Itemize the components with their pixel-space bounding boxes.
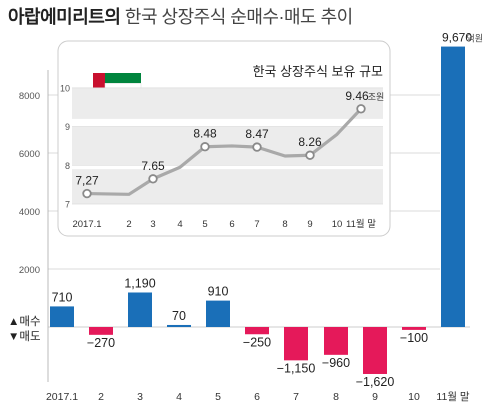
inset-x-tick-label: 4	[177, 219, 182, 230]
bar	[402, 327, 426, 330]
inset-x-tick-label: 5	[202, 219, 207, 230]
bar-value-label: 910	[208, 285, 229, 299]
inset-point-label: 9.46	[345, 89, 369, 103]
inset-series-line	[86, 107, 363, 196]
inset-y-tick-label: 10	[60, 83, 70, 93]
bar-value-label: 9,670	[442, 31, 472, 45]
bar-value-label: 70	[172, 309, 186, 323]
x-tick-label: 6	[254, 391, 260, 403]
inset-x-tick-label: 8	[282, 219, 287, 230]
bar	[245, 327, 269, 335]
y-tick-label: 6000	[19, 149, 40, 160]
bar	[363, 327, 387, 374]
inset-x-tick-label: 10	[332, 219, 343, 230]
bar	[324, 327, 348, 355]
y-tick-label: 2000	[19, 265, 40, 276]
inset-x-tick-label: 6	[229, 219, 234, 230]
inset-point-marker	[252, 142, 262, 152]
inset-point-label: 8.47	[245, 127, 269, 141]
bar-value-label: −1,620	[356, 375, 395, 389]
x-tick-label: 11월 말	[436, 391, 469, 403]
inset-point-label: 7,27	[75, 174, 99, 188]
x-tick-label: 10	[408, 391, 420, 403]
x-tick-label: 4	[176, 391, 182, 403]
inset-x-tick-label: 7	[254, 219, 259, 230]
y-tick-label: 8000	[19, 91, 40, 102]
inset-point-label: 8.26	[298, 135, 322, 149]
bar-value-label: −270	[87, 336, 115, 350]
bar	[128, 292, 152, 327]
inset-y-tick-label: 9	[65, 122, 70, 132]
inset-point-marker	[356, 104, 366, 114]
bar-value-label: −1,150	[277, 361, 316, 375]
inset-point-label: 7.65	[141, 159, 165, 173]
bar-value-label: 710	[52, 290, 73, 304]
inset-point-marker	[305, 150, 315, 160]
legend-sell: ▼매도	[8, 330, 41, 343]
inset-y-tick-label: 8	[65, 161, 70, 171]
bar	[50, 306, 74, 327]
inset-point-marker	[82, 188, 92, 199]
inset-point-marker	[148, 174, 158, 184]
inset-x-tick-label: 2	[126, 219, 131, 230]
title-rest: 한국 상장주식 순매수·매도 추이	[120, 7, 353, 27]
inset-x-tick-label: 3	[150, 219, 155, 230]
x-tick-label: 9	[372, 391, 378, 403]
legend-buy: ▲매수	[8, 315, 41, 328]
bar	[206, 300, 230, 327]
bar	[89, 327, 113, 335]
inset-x-tick-label: 11월 말	[346, 218, 376, 230]
page-title: 아랍에미리트의 한국 상장주식 순매수·매도 추이	[8, 3, 353, 29]
x-tick-label: 3	[137, 391, 143, 403]
x-tick-label: 2017.1	[46, 391, 78, 403]
x-tick-label: 8	[333, 391, 339, 403]
y-tick-label: 4000	[19, 207, 40, 218]
band	[72, 87, 383, 119]
inset-x-tick-label: 9	[307, 219, 312, 230]
title-emphasis: 아랍에미리트의	[8, 7, 121, 27]
bar	[441, 46, 465, 327]
x-tick-label: 7	[293, 391, 299, 403]
inset-point-marker	[200, 142, 210, 152]
inset-title: 한국 상장주식 보유 규모	[253, 64, 383, 79]
bar-value-label: 1,190	[124, 276, 155, 290]
inset-chart: 7 8 9 10 7,27 7.65 8.48 8.47 8.26 9.46 조원 2017.1 2 3 4…	[57, 40, 391, 237]
bar	[167, 324, 191, 327]
bar-value-label: −250	[243, 335, 271, 349]
inset-point-unit: 조원	[368, 92, 385, 102]
x-tick-label: 2	[98, 391, 104, 403]
inset-point-label: 8.48	[193, 127, 217, 141]
bar-value-label: −960	[322, 356, 350, 370]
bar-value-label: −100	[400, 331, 428, 345]
inset-y-tick-label: 7	[65, 200, 70, 210]
band	[72, 169, 383, 204]
line-chart: 7 8 9 10 7,27 7.65 8.48 8.47 8.26 9.46 조원 2017.1 2 3 4…	[60, 83, 384, 230]
x-tick-label: 5	[215, 391, 221, 403]
inset-x-tick-label: 2017.1	[72, 219, 101, 230]
bar	[284, 327, 308, 361]
bar-unit-label: 억원	[466, 33, 483, 44]
